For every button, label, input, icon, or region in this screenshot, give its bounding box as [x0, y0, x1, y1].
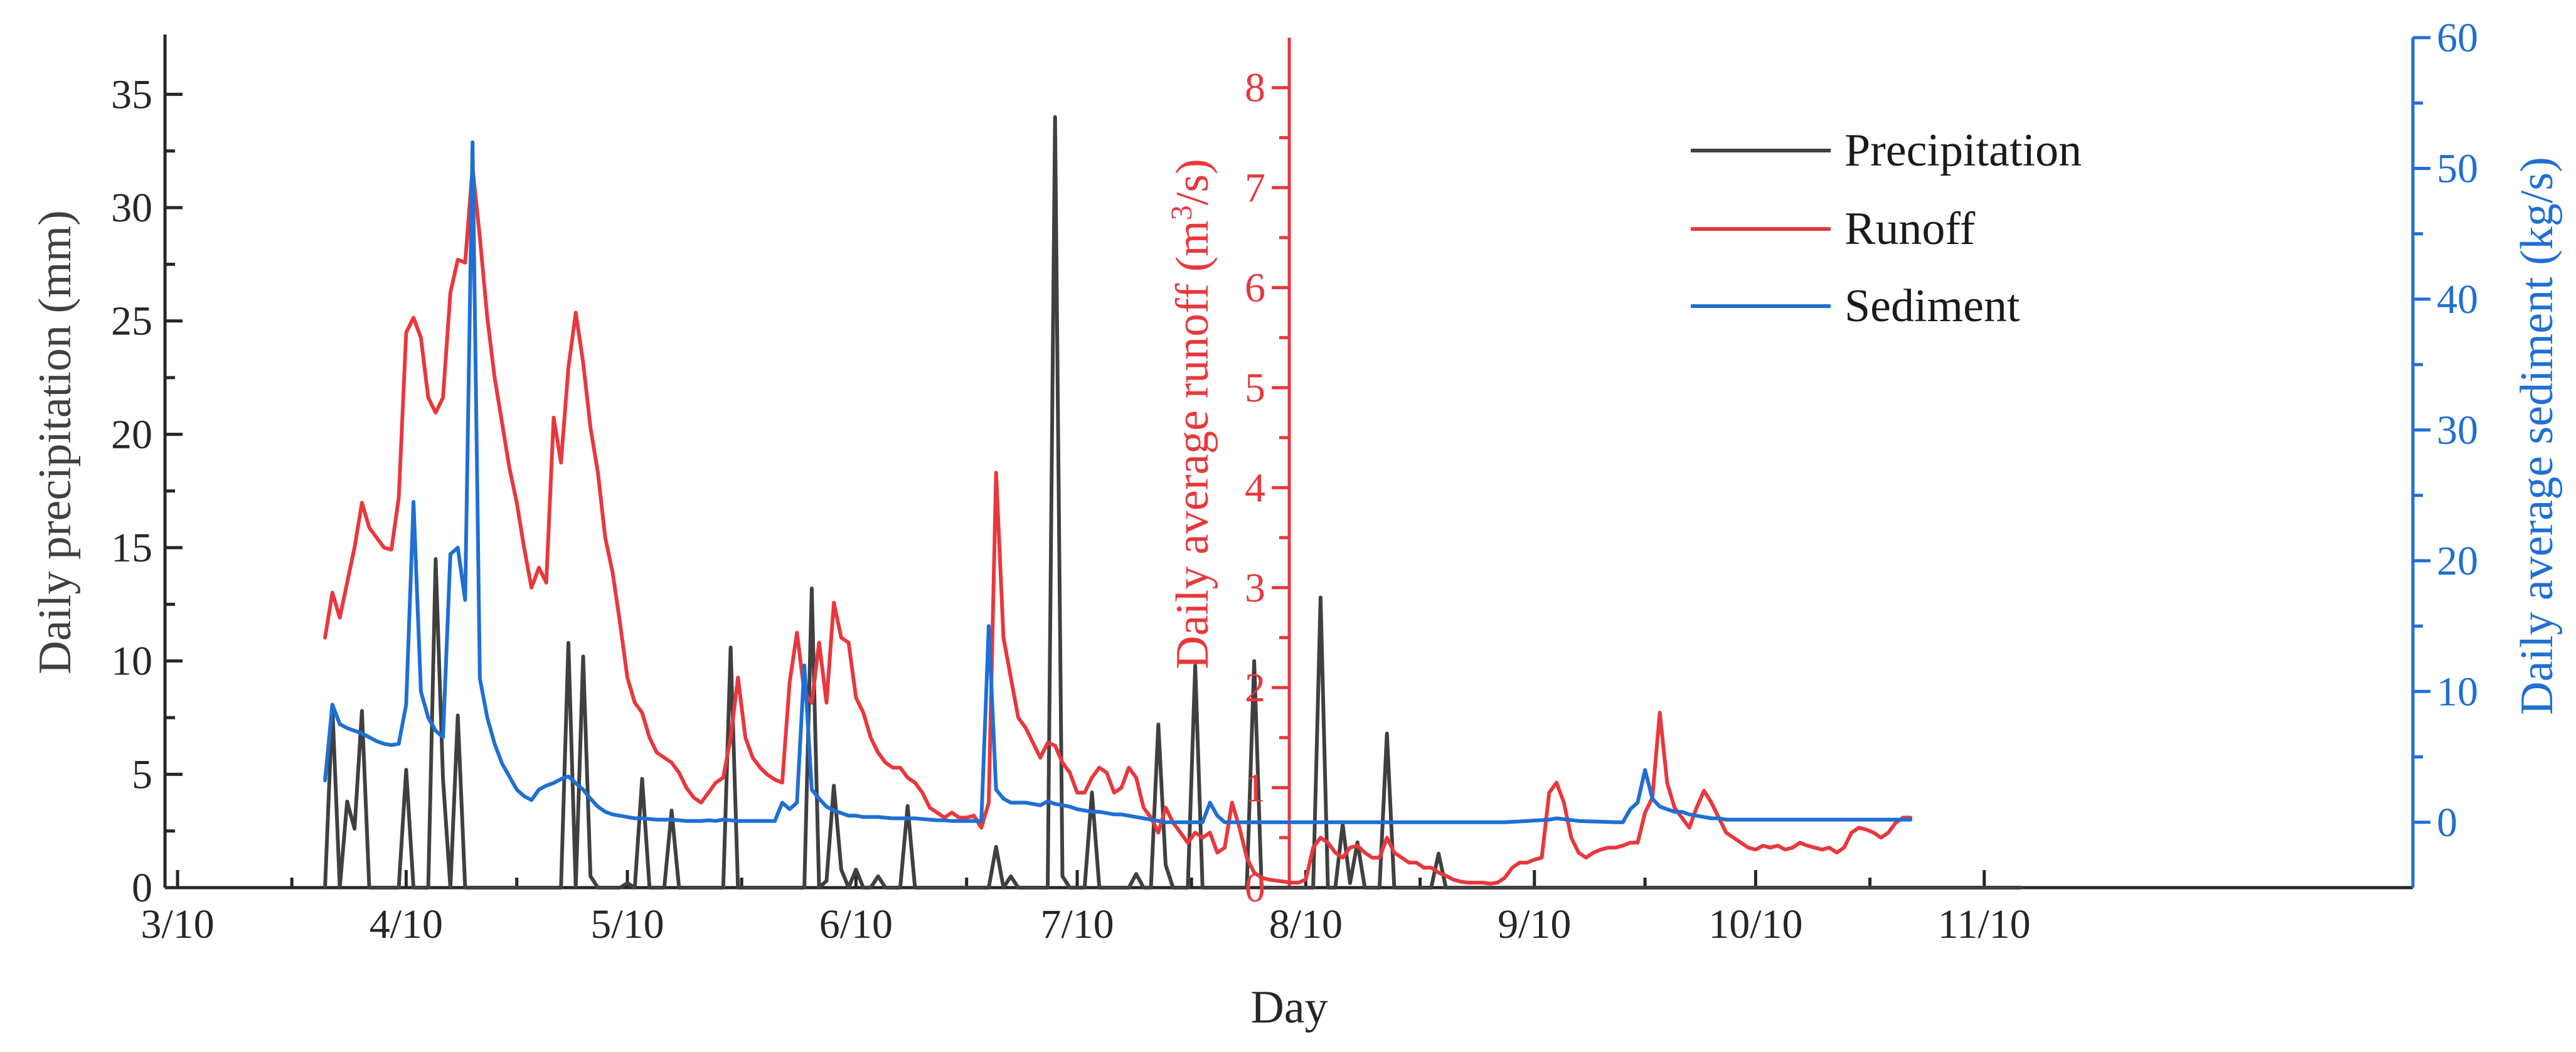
right-axis-tick-label: 40: [2437, 277, 2478, 322]
series-line-sediment: [323, 140, 1913, 824]
middle-axis-tick-label: 6: [1245, 265, 1265, 311]
x-axis-tick-label: 6/10: [819, 901, 893, 947]
label-layer: 0 5 10 15 20 25 30 35 0 1 2 3 4 5 6 7 8 0 10 20 30 40 50 60 3/10…: [111, 15, 2478, 947]
legend-label-sediment: Sediment: [1844, 280, 2020, 332]
left-axis-tick-label: 0: [132, 865, 152, 911]
left-axis-tick-label: 10: [111, 639, 152, 684]
left-axis-tick-label: 35: [111, 72, 152, 117]
middle-axis-title-part2: /s): [1167, 159, 1218, 205]
legend-label-runoff: Runoff: [1844, 203, 1976, 255]
middle-axis-tick-label: 7: [1245, 165, 1265, 211]
x-axis-tick-label: 9/10: [1498, 901, 1571, 947]
x-axis-tick-label: 10/10: [1708, 901, 1802, 947]
middle-axis-tick-label: 0: [1245, 865, 1265, 911]
right-axis-tick-label: 10: [2437, 669, 2478, 715]
middle-axis-title: Daily average runoff (m3/s): [1165, 159, 1218, 669]
series-line-precipitation: [323, 115, 2023, 890]
middle-axis-tick-label: 1: [1245, 765, 1265, 811]
x-axis-tick-label: 5/10: [590, 901, 664, 947]
legend: Precipitation Runoff Sediment: [1691, 125, 2082, 332]
right-axis-tick-label: 30: [2437, 407, 2478, 453]
middle-axis-tick-label: 8: [1245, 65, 1265, 111]
series-layer: [323, 115, 2023, 890]
x-axis-tick-label: 7/10: [1040, 901, 1114, 947]
middle-axis-title-superscript: 3: [1165, 205, 1198, 220]
right-axis-tick-label: 20: [2437, 538, 2478, 584]
x-axis-tick-label: 3/10: [141, 901, 214, 947]
left-axis-tick-label: 20: [111, 412, 152, 457]
middle-axis-tick-label: 5: [1245, 365, 1265, 411]
left-axis-tick-label: 5: [132, 752, 152, 797]
legend-label-precipitation: Precipitation: [1844, 125, 2082, 176]
right-axis-tick-label: 60: [2437, 15, 2478, 61]
x-axis-title: Day: [1250, 982, 1328, 1033]
middle-axis-tick-label: 3: [1245, 565, 1265, 611]
axes-layer: [163, 35, 2430, 890]
right-axis-tick-label: 50: [2437, 146, 2478, 191]
left-axis-tick-label: 25: [111, 299, 152, 344]
middle-axis-tick-label: 2: [1245, 665, 1265, 711]
left-axis-title: Daily precipitation (mm): [29, 210, 81, 674]
x-axis-tick-label: 8/10: [1269, 901, 1343, 947]
middle-axis-tick-label: 4: [1245, 465, 1265, 511]
x-axis-tick-label: 4/10: [370, 901, 443, 947]
x-axis-tick-label: 11/10: [1938, 901, 2031, 947]
middle-axis-title-part1: Daily average runoff (m: [1167, 220, 1218, 669]
series-line-runoff: [323, 166, 1913, 886]
right-axis-title: Daily average sediment (kg/s): [2511, 157, 2563, 715]
left-axis-tick-label: 15: [111, 525, 152, 571]
right-axis-tick-label: 0: [2437, 800, 2457, 846]
left-axis-tick-label: 30: [111, 185, 152, 231]
